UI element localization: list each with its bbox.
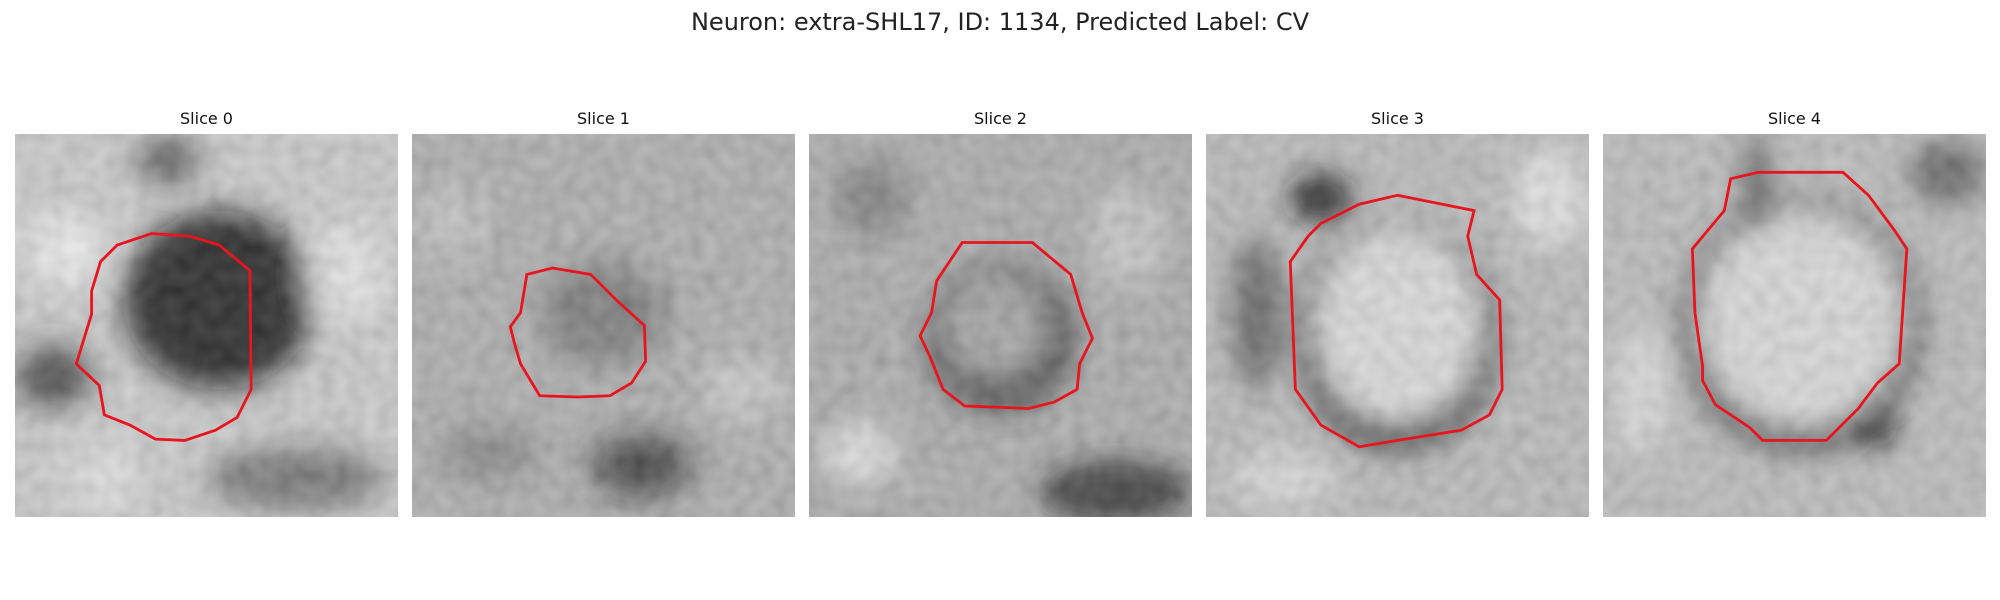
slice-image-svg bbox=[412, 134, 795, 517]
slice-panel-4: Slice 4 bbox=[1603, 108, 1986, 517]
figure-title: Neuron: extra-SHL17, ID: 1134, Predicted… bbox=[690, 8, 1310, 36]
slice-image bbox=[809, 134, 1192, 517]
slice-title: Slice 4 bbox=[1768, 109, 1821, 128]
slice-panel-3: Slice 3 bbox=[1206, 108, 1589, 517]
cell-contour bbox=[1288, 193, 1504, 449]
cell-contour bbox=[74, 232, 253, 442]
slice-title: Slice 0 bbox=[180, 109, 233, 128]
cell-contour bbox=[508, 266, 648, 399]
slice-image-svg bbox=[809, 134, 1192, 517]
slice-image bbox=[15, 134, 398, 517]
contour-overlay bbox=[918, 241, 1094, 410]
slice-title: Slice 1 bbox=[577, 109, 630, 128]
cell-contour bbox=[918, 241, 1094, 410]
cell-contour bbox=[1690, 170, 1909, 442]
slice-panel-1: Slice 1 bbox=[412, 108, 795, 517]
slice-image bbox=[412, 134, 795, 517]
slice-image bbox=[1206, 134, 1589, 517]
contour-overlay bbox=[74, 232, 253, 442]
contour-overlay bbox=[1288, 193, 1504, 449]
contour-overlay bbox=[508, 266, 648, 399]
slice-title: Slice 3 bbox=[1371, 109, 1424, 128]
slice-panel-2: Slice 2 bbox=[809, 108, 1192, 517]
slice-image-svg bbox=[1206, 134, 1589, 517]
slice-title: Slice 2 bbox=[974, 109, 1027, 128]
slice-image-svg bbox=[1603, 134, 1986, 517]
slice-image bbox=[1603, 134, 1986, 517]
slice-panel-0: Slice 0 bbox=[15, 108, 398, 517]
contour-overlay bbox=[1690, 170, 1909, 442]
slice-image-svg bbox=[15, 134, 398, 517]
